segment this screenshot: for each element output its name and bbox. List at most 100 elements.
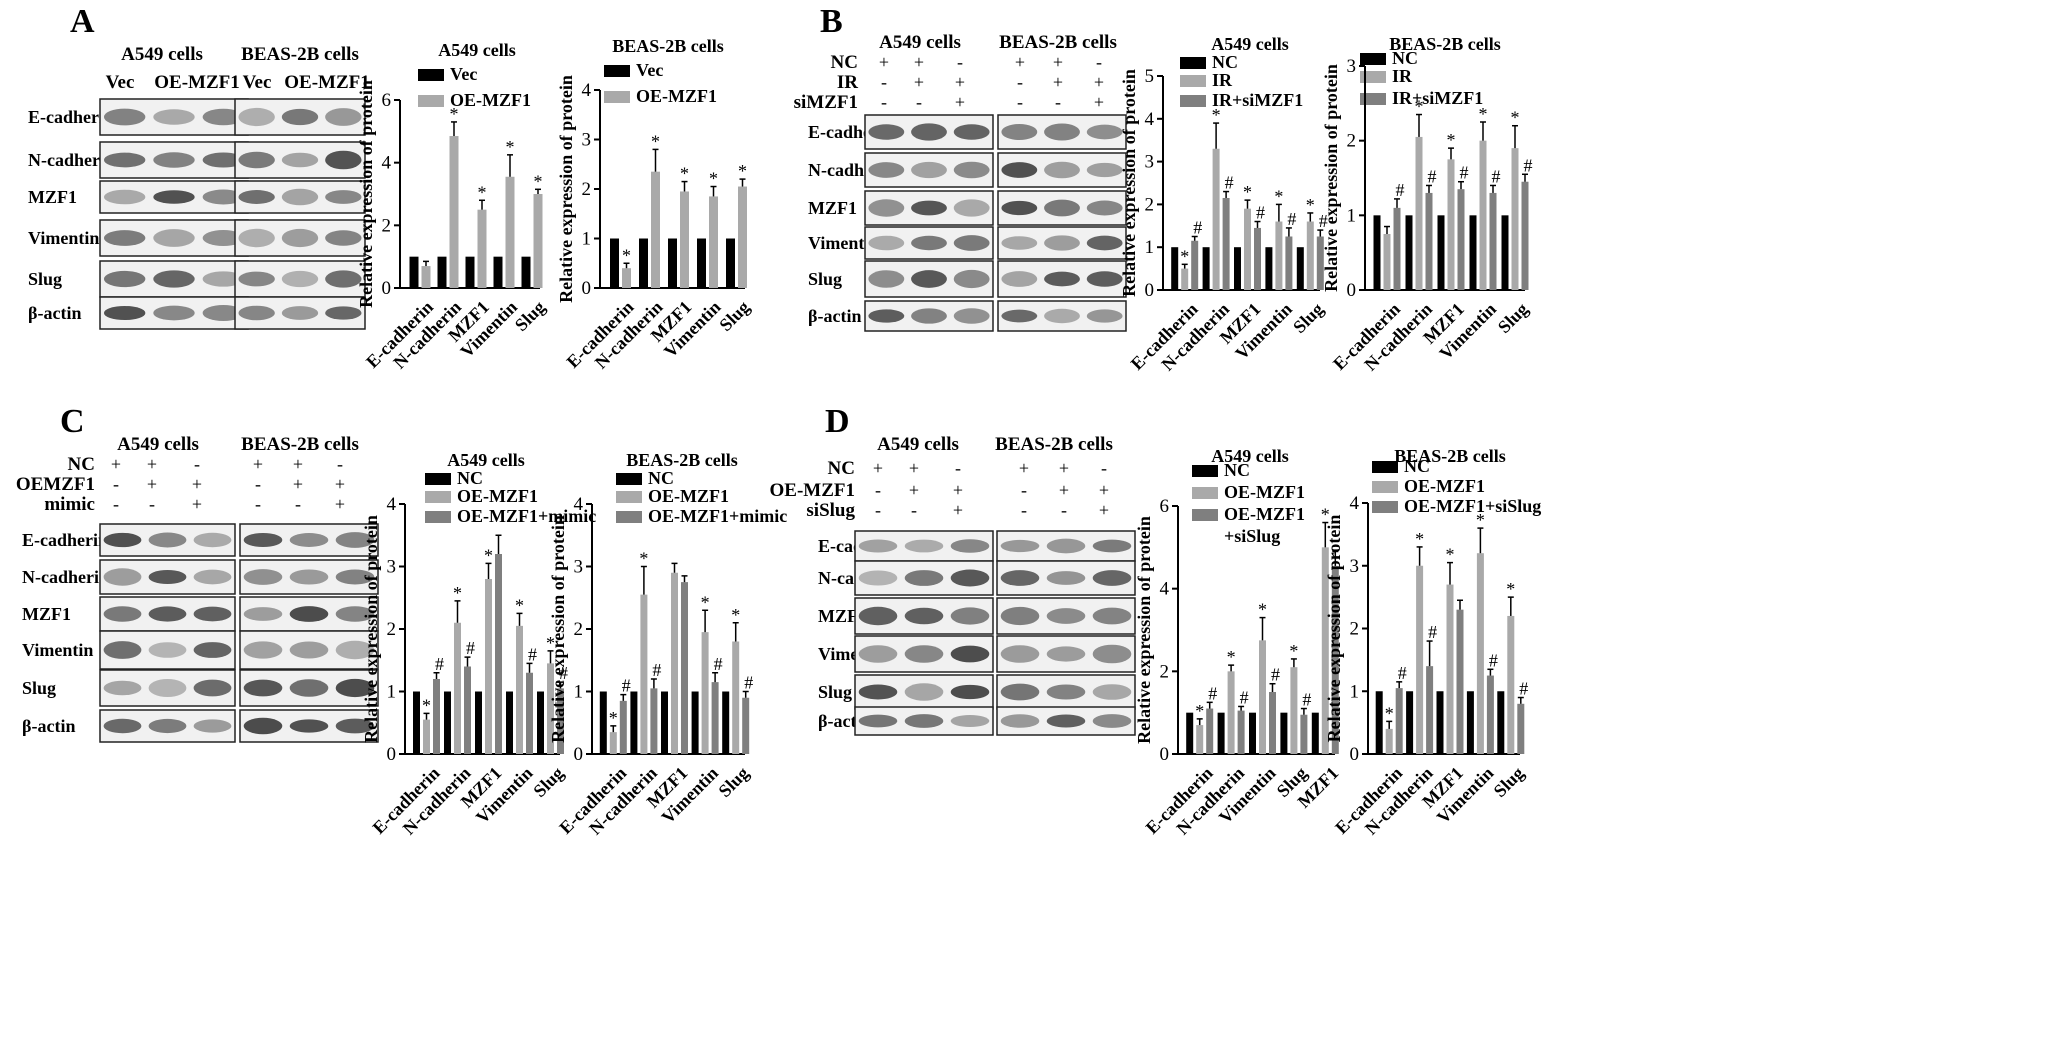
- significance-hash: #: [1319, 211, 1328, 231]
- y-tick-label: 4: [1160, 579, 1170, 600]
- bar: [1486, 675, 1494, 754]
- significance-hash: #: [528, 644, 537, 664]
- condition-sign: -: [337, 454, 343, 474]
- protein-band: [202, 189, 245, 205]
- bar: [1212, 148, 1220, 290]
- protein-band: [193, 679, 232, 697]
- protein-band: [1092, 539, 1132, 553]
- blot-row-label: Slug: [808, 269, 842, 289]
- y-tick-label: 1: [1347, 205, 1357, 226]
- blot-strip: [239, 669, 379, 707]
- protein-band: [1086, 162, 1123, 178]
- blot-group-title: BEAS-2B cells: [241, 44, 359, 65]
- protein-band: [243, 607, 283, 621]
- significance-star: *: [680, 164, 689, 184]
- protein-band: [1044, 271, 1080, 287]
- condition-label: siMZF1: [794, 92, 858, 113]
- legend-label: OE-MZF1: [457, 486, 538, 506]
- bar: [444, 691, 451, 754]
- condition-sign: +: [879, 52, 889, 72]
- protein-band: [904, 714, 944, 728]
- bar: [449, 136, 459, 288]
- blot-strip: [997, 300, 1127, 332]
- protein-band: [289, 569, 329, 585]
- bar: [1383, 234, 1391, 290]
- condition-sign: +: [914, 52, 924, 72]
- protein-band: [950, 684, 990, 700]
- panel-label: D: [825, 403, 850, 440]
- protein-band: [904, 570, 944, 586]
- protein-band: [148, 678, 187, 698]
- protein-band: [148, 718, 187, 734]
- chart-title: BEAS-2B cells: [626, 450, 738, 470]
- bar: [1426, 666, 1434, 754]
- condition-sign: +: [914, 72, 924, 92]
- significance-star: *: [1180, 246, 1189, 266]
- bar: [661, 691, 668, 754]
- legend-label: OE-MZF1+siSlug: [1224, 504, 1305, 546]
- bar: [1275, 221, 1283, 290]
- protein-band: [238, 107, 275, 127]
- condition-sign: +: [1059, 458, 1069, 478]
- blot-group-title: BEAS-2B cells: [995, 434, 1113, 455]
- legend-swatch: [1192, 487, 1218, 499]
- y-tick-label: 4: [582, 80, 592, 101]
- blot-strip: [864, 260, 994, 298]
- bar: [1202, 247, 1210, 290]
- legend-label: OE-MZF1: [1224, 482, 1305, 502]
- bar: [1393, 207, 1401, 290]
- protein-band: [153, 270, 195, 288]
- x-tick-label: Slug: [1494, 299, 1532, 337]
- bar: [1447, 159, 1455, 290]
- blot-strip: [864, 114, 994, 150]
- significance-star: *: [651, 131, 660, 151]
- bar: [599, 691, 607, 754]
- legend-label: OE-MZF1: [636, 86, 717, 106]
- significance-star: *: [609, 708, 618, 728]
- legend-swatch: [616, 473, 642, 485]
- protein-band: [325, 190, 362, 204]
- protein-band: [858, 684, 898, 700]
- blot-strip: [864, 226, 994, 260]
- condition-sign: -: [149, 494, 155, 514]
- significance-hash: #: [1302, 690, 1311, 710]
- bar: [1469, 215, 1477, 290]
- significance-star: *: [1321, 505, 1330, 525]
- blot-strip: [239, 630, 379, 670]
- protein-band: [911, 123, 947, 141]
- lane-label: OE-MZF1: [154, 72, 240, 93]
- protein-band: [193, 642, 232, 658]
- y-tick-label: 2: [1145, 194, 1155, 215]
- bar: [1306, 221, 1314, 290]
- protein-band: [103, 680, 142, 696]
- protein-band: [1046, 571, 1086, 585]
- bar: [701, 632, 709, 754]
- protein-band: [911, 161, 947, 179]
- chart-title: BEAS-2B cells: [612, 36, 724, 56]
- y-tick-label: 4: [1350, 493, 1360, 514]
- bar: [742, 697, 750, 754]
- blot-strip: [234, 260, 366, 298]
- protein-band: [911, 200, 947, 216]
- significance-star: *: [701, 592, 710, 612]
- bar: [437, 256, 447, 288]
- y-axis-label: Relative expression of protein: [1119, 69, 1139, 297]
- legend-label: OE-MZF1: [648, 486, 729, 506]
- blot-row-label: MZF1: [808, 198, 857, 218]
- bar: [413, 691, 420, 754]
- chart-title: BEAS-2B cells: [1389, 34, 1501, 54]
- protein-band: [1092, 607, 1132, 625]
- blot-strip: [234, 296, 366, 330]
- condition-sign: -: [1055, 92, 1061, 112]
- legend-label: NC: [1212, 52, 1238, 72]
- protein-band: [1092, 570, 1132, 586]
- blot-row-label: Slug: [22, 678, 56, 698]
- legend-swatch: [1192, 509, 1218, 521]
- bar: [1181, 268, 1189, 290]
- y-tick-label: 6: [382, 90, 392, 111]
- blot-strip: [854, 530, 994, 562]
- bar: [1196, 725, 1204, 754]
- blot-row-label: Vimentin: [22, 640, 93, 660]
- chart-title: A549 cells: [1211, 34, 1288, 54]
